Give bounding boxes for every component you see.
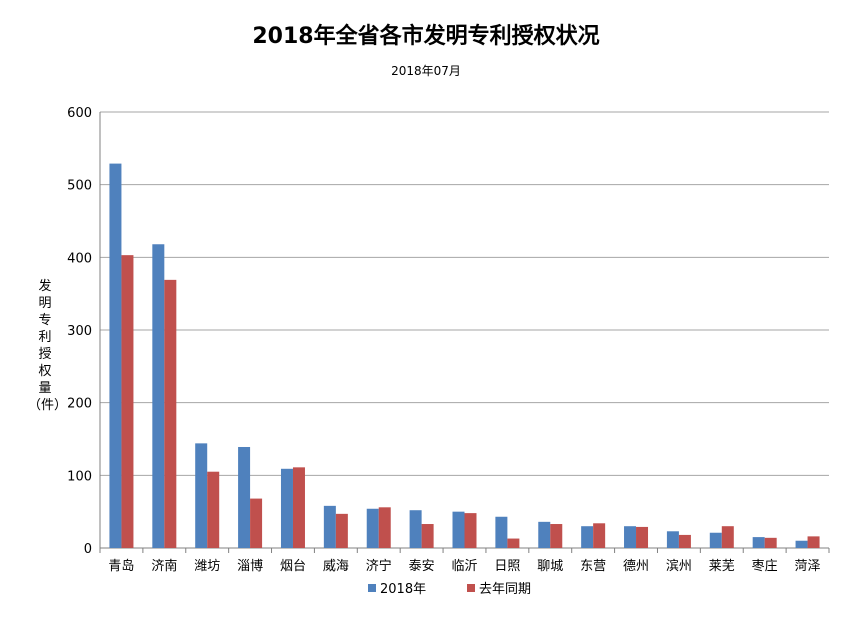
chart-title: 2018年全省各市发明专利授权状况	[252, 24, 600, 49]
y-axis-label-unit: （件）	[28, 398, 68, 413]
bar	[238, 446, 251, 548]
x-tick-label: 烟台	[280, 559, 306, 574]
x-tick-label: 德州	[623, 559, 649, 574]
x-tick-label: 淄博	[237, 559, 263, 574]
bar	[709, 532, 722, 548]
y-axis-label-char: 明	[38, 296, 52, 311]
bar	[721, 526, 734, 548]
bar	[195, 443, 208, 548]
y-tick-label: 600	[67, 106, 92, 121]
bar	[109, 163, 122, 549]
bar	[121, 255, 134, 549]
legend-label: 去年同期	[479, 582, 531, 597]
legend-label: 2018年	[380, 582, 426, 597]
y-tick-label: 200	[67, 397, 92, 412]
bar	[378, 507, 391, 548]
x-tick-label: 菏泽	[795, 559, 821, 574]
bar	[495, 516, 508, 548]
bar	[409, 510, 422, 548]
x-tick-label: 潍坊	[194, 559, 220, 574]
bar	[323, 505, 336, 548]
bar	[752, 537, 765, 548]
bar	[678, 534, 691, 548]
x-tick-label: 泰安	[409, 559, 435, 574]
y-tick-label: 400	[67, 251, 92, 266]
bar	[507, 538, 520, 548]
y-axis-label-char: 授	[38, 347, 52, 362]
y-tick-label: 100	[67, 469, 92, 484]
x-tick-label: 威海	[323, 559, 349, 574]
bar	[666, 531, 679, 548]
x-tick-label: 滨州	[666, 558, 692, 574]
x-tick-label: 日照	[494, 559, 520, 574]
y-axis-label-char: 发	[38, 279, 52, 294]
bar	[452, 511, 465, 548]
x-tick-label: 济宁	[366, 558, 392, 574]
y-tick-label: 500	[67, 179, 92, 194]
bar	[464, 513, 477, 548]
y-axis-label-char: 量	[38, 381, 52, 396]
bar	[335, 513, 348, 548]
bar	[280, 468, 293, 548]
bar	[207, 471, 220, 548]
x-tick-label: 济南	[151, 558, 177, 574]
bar	[550, 524, 563, 548]
y-axis-label-char: 利	[38, 330, 52, 345]
y-tick-label: 0	[84, 542, 92, 557]
bar	[636, 526, 649, 548]
bar	[164, 279, 177, 548]
y-tick-label: 300	[67, 324, 92, 339]
bar	[421, 524, 434, 548]
x-tick-label: 枣庄	[752, 558, 778, 574]
chart-subtitle: 2018年07月	[391, 64, 461, 78]
bar	[624, 526, 637, 548]
x-tick-label: 青岛	[108, 558, 134, 574]
bar	[292, 467, 305, 548]
bar	[807, 536, 820, 548]
x-tick-label: 聊城	[537, 559, 563, 574]
y-axis-label-char: 专	[38, 313, 52, 328]
bar	[366, 508, 379, 548]
bar	[593, 523, 606, 548]
bar	[250, 498, 263, 548]
legend-swatch	[368, 584, 376, 592]
x-tick-label: 临沂	[451, 559, 477, 574]
bar	[152, 244, 165, 548]
y-axis-label-char: 权	[38, 364, 52, 379]
bar	[581, 526, 594, 548]
bar	[795, 540, 808, 548]
y-axis-label: 发明专利授权量 （件）	[28, 278, 68, 414]
x-tick-label: 莱芜	[709, 559, 735, 574]
legend-swatch	[467, 584, 475, 592]
bar	[764, 537, 777, 548]
bar	[538, 521, 551, 548]
x-tick-label: 东营	[580, 559, 606, 574]
